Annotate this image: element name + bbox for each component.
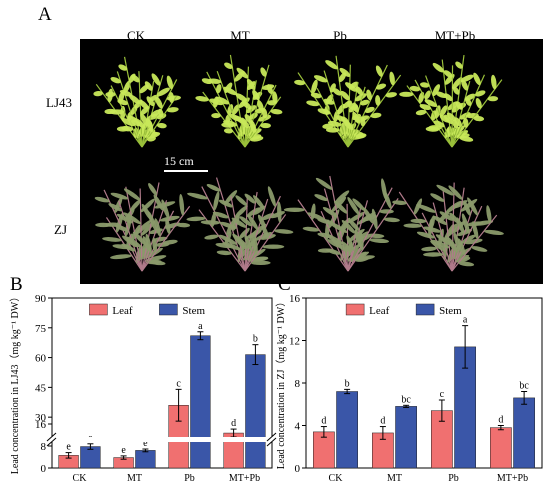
y-tick-label-60: 60 xyxy=(35,353,47,365)
y-tick-label-75: 75 xyxy=(35,323,47,335)
x-tick-label-2: Pb xyxy=(448,473,459,484)
row-label-lj43: LJ43 xyxy=(46,95,72,110)
bar-stem-mt-pb xyxy=(513,397,535,469)
significance-letter: e xyxy=(143,438,148,449)
y-tick-label-8: 8 xyxy=(295,378,301,390)
plant-zj-1 xyxy=(186,177,294,272)
legend-label-stem: Stem xyxy=(439,305,462,317)
panel-a-letter: A xyxy=(38,4,52,25)
x-tick-label-3: MT+Pb xyxy=(229,473,260,484)
significance-letter: b xyxy=(253,334,258,345)
significance-letter: d xyxy=(498,415,503,426)
bar-stem-mt xyxy=(395,406,417,469)
plot-frame xyxy=(51,297,273,469)
x-tick-label-0: CK xyxy=(329,473,344,484)
bar-stem-mt-pb xyxy=(245,354,266,469)
significance-letter: bc xyxy=(519,381,529,392)
bar-leaf-mt-pb xyxy=(490,427,512,469)
y-tick-label-0: 0 xyxy=(41,463,47,475)
legend-swatch-stem xyxy=(415,303,435,316)
y-axis-label: Lead concentration in ZJ（mg kg⁻¹ DW） xyxy=(275,297,287,469)
x-tick-label-1: MT xyxy=(127,473,142,484)
legend-swatch-leaf xyxy=(89,303,108,316)
panel-b-letter: B xyxy=(10,274,23,295)
axis-break-mark-right-2 xyxy=(266,437,277,447)
row-label-zj: ZJ xyxy=(54,222,67,237)
significance-letter: bc xyxy=(401,394,411,405)
x-tick-label-2: Pb xyxy=(184,473,195,484)
plant-zj-0 xyxy=(94,182,191,272)
significance-letter: c xyxy=(440,389,445,400)
legend-label-stem: Stem xyxy=(182,305,205,317)
legend-label-leaf: Leaf xyxy=(112,305,132,317)
scale-bar xyxy=(164,170,208,172)
plant-lj43-0 xyxy=(93,56,181,148)
axis-break-gap xyxy=(50,437,274,442)
y-tick-label-16: 16 xyxy=(289,293,301,305)
significance-letter: a xyxy=(463,315,468,326)
legend-swatch-stem xyxy=(159,303,178,316)
y-tick-label-45: 45 xyxy=(35,382,47,394)
y-tick-label-30: 30 xyxy=(35,412,47,424)
significance-letter: e xyxy=(121,445,126,456)
significance-letter: d xyxy=(380,416,385,427)
significance-letter: c xyxy=(176,378,181,389)
plant-lj43-2 xyxy=(294,55,402,148)
plant-zj-2 xyxy=(283,175,400,272)
legend-swatch-leaf xyxy=(345,303,365,316)
scale-bar-label: 15 cm xyxy=(164,154,194,168)
y-tick-label-4: 4 xyxy=(295,421,301,433)
x-tick-label-0: CK xyxy=(73,473,88,484)
significance-letter: d xyxy=(321,416,326,427)
significance-letter: b xyxy=(345,378,350,389)
axis-break-mark-left-1 xyxy=(46,432,57,442)
plant-lj43-1 xyxy=(195,54,283,148)
bar-stem-pb xyxy=(190,335,211,469)
y-tick-label-0: 0 xyxy=(295,463,301,475)
legend-label-leaf: Leaf xyxy=(369,305,389,317)
chart-c: 0 4 8 12 16 d b CK d bc MT c a Pb d bc MT+Pb Leaf Stem Lead… xyxy=(275,293,543,484)
plant-zj-3 xyxy=(392,182,504,272)
y-tick-label-16: 16 xyxy=(35,419,47,431)
bar-stem-ck xyxy=(336,391,358,469)
significance-letter: d xyxy=(231,418,236,429)
y-tick-label-12: 12 xyxy=(289,336,300,348)
axis-break-mark-left-2 xyxy=(46,437,57,447)
significance-letter: a xyxy=(198,321,203,332)
y-axis-label: Lead concentration in LJ43（mg kg⁻¹ DW） xyxy=(9,292,21,474)
x-tick-label-1: MT xyxy=(387,473,402,484)
chart-b: 08163045607590eeCKeeMTcaPbdbMT+PbLeafSte… xyxy=(9,292,277,484)
plant-lj43-3 xyxy=(399,54,503,148)
significance-letter: e xyxy=(66,442,71,453)
y-tick-label-90: 90 xyxy=(35,293,47,305)
y-tick-label-8: 8 xyxy=(41,441,47,453)
bar-stem-mt xyxy=(135,450,156,469)
plant-photo: LJ43 ZJ 15 cm xyxy=(46,39,543,284)
x-tick-label-3: MT+Pb xyxy=(497,473,528,484)
axis-break-mark-right-1 xyxy=(266,432,277,442)
panel-c-letter: C xyxy=(278,274,291,295)
